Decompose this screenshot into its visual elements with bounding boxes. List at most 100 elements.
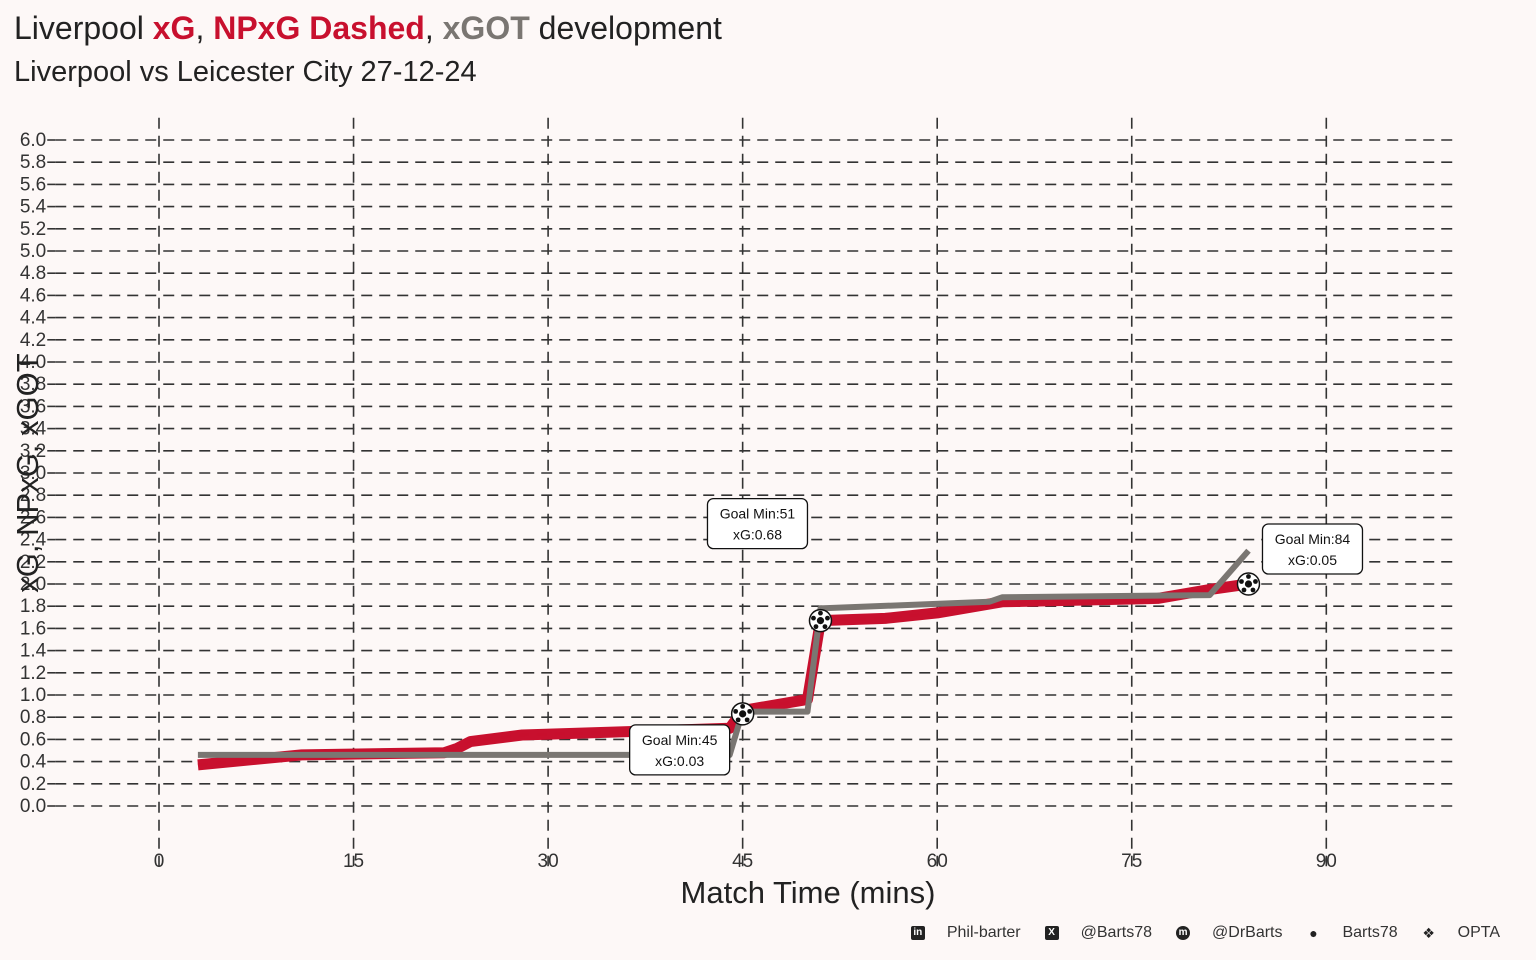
footer-item: ❖ OPTA (1422, 924, 1500, 942)
footer-item: ● Barts78 (1306, 924, 1397, 942)
y-tick-label: 5.8 (20, 152, 46, 173)
footer-label: Phil-barter (946, 924, 1021, 941)
goal-annotations: Goal Min:45 xG:0.03 Goal Min:51 xG:0.68 Goal… (629, 497, 1364, 776)
football-patch (1239, 579, 1244, 584)
football-patch (1250, 587, 1256, 593)
football-patch (1246, 574, 1251, 579)
y-tick-label: 2.0 (20, 574, 46, 595)
y-tick-label: 5.0 (20, 241, 46, 262)
y-tick-label: 2.4 (20, 530, 47, 551)
goal-label-xg: xG:0.03 (655, 753, 704, 769)
x-axis-label: Match Time (mins) (681, 875, 936, 910)
footer-label: OPTA (1457, 924, 1500, 941)
footer-item: in Phil-barter (910, 924, 1021, 942)
y-tick-label: 0.0 (20, 796, 46, 817)
xgot-series-line (197, 548, 1251, 758)
x-tick-label: 90 (1316, 851, 1337, 872)
football-patch (811, 615, 816, 621)
x-tick-label: 75 (1121, 851, 1142, 872)
x-tick-label: 15 (343, 851, 364, 872)
y-tick-label: 5.6 (20, 174, 46, 195)
football-patch (747, 708, 753, 714)
y-tick-label: 1.4 (20, 641, 47, 662)
x-tick-label: 60 (927, 851, 948, 872)
y-tick-label: 2.2 (20, 552, 46, 573)
y-tick-label: 3.0 (20, 463, 46, 484)
x-tick-label: 30 (538, 851, 559, 872)
y-tick-label: 4.0 (20, 352, 46, 373)
github-icon: ● (1309, 925, 1318, 941)
title-sep1: , (195, 10, 214, 46)
football-patch (740, 703, 746, 709)
mastodon-icon: m (1176, 926, 1191, 940)
goal-label-minute: Goal Min:84 (1275, 531, 1351, 547)
goal-label-minute: Goal Min:45 (642, 732, 718, 748)
football-patch (735, 717, 741, 723)
y-tick-label: 1.6 (20, 618, 46, 639)
y-tick-label: 0.8 (20, 707, 46, 728)
y-tick-label: 3.6 (20, 396, 46, 417)
y-tick-label: 3.4 (20, 419, 47, 440)
x-icon: X (1044, 926, 1059, 940)
y-tick-label: 2.6 (20, 507, 46, 528)
x-tick-label: 0 (154, 851, 165, 872)
goal-label-box (629, 724, 731, 776)
goal-label-xg: xG:0.68 (733, 527, 782, 543)
series-layer (197, 548, 1251, 771)
grid-layer (47, 117, 1456, 867)
y-tick-label: 5.4 (20, 197, 47, 218)
title-sep2: , (424, 10, 443, 46)
y-tick-label: 4.6 (20, 285, 46, 306)
y-tick-label: 0.4 (20, 752, 47, 773)
football-patch (1244, 580, 1253, 588)
y-tick-labels: 0.00.20.40.60.81.01.21.41.61.82.02.22.42… (20, 130, 47, 817)
football-patch (744, 717, 750, 723)
football-icon (808, 608, 833, 633)
y-tick-label: 3.2 (20, 441, 46, 462)
title-xg: xG (152, 10, 196, 46)
footer-item: X @Barts78 (1044, 924, 1153, 942)
y-tick-label: 0.2 (20, 774, 46, 795)
football-patch (816, 617, 825, 625)
dropbox-icon: ❖ (1422, 925, 1435, 941)
footer-label: @DrBarts (1212, 924, 1283, 941)
y-tick-label: 4.8 (20, 263, 46, 284)
y-tick-label: 4.4 (20, 308, 47, 329)
footer-label: @Barts78 (1080, 924, 1153, 941)
y-tick-label: 5.2 (20, 219, 46, 240)
title-xgot: xGOT (442, 10, 530, 46)
title-npxg: NPxG Dashed (213, 10, 425, 46)
goal-label-xg: xG:0.05 (1288, 552, 1337, 568)
chart-title: Liverpool xG, NPxG Dashed, xGOT developm… (14, 10, 722, 47)
football-patch (733, 708, 739, 714)
chart-subtitle: Liverpool vs Leicester City 27-12-24 (14, 56, 477, 88)
y-tick-label: 3.8 (20, 374, 46, 395)
y-tick-label: 6.0 (20, 130, 46, 151)
npxg-series-line (197, 582, 1249, 767)
football-patch (1241, 587, 1247, 593)
football-icon (730, 702, 755, 726)
football-icon (1236, 572, 1261, 596)
footer-item: m @DrBarts (1176, 924, 1282, 942)
y-tick-label: 2.8 (20, 485, 46, 506)
x-tick-label: 45 (732, 851, 753, 872)
y-tick-label: 1.8 (20, 596, 46, 617)
y-tick-label: 0.6 (20, 729, 46, 750)
football-patch (825, 615, 830, 621)
goal-label-minute: Goal Min:51 (720, 506, 796, 522)
football-patch (822, 624, 828, 630)
y-tick-label: 1.2 (20, 663, 46, 684)
footer-credits: in Phil-barter X @Barts78 m @DrBarts ● Barts78 ❖… (887, 924, 1500, 942)
x-tick-labels: 0 15 30 45 60 75 90 (154, 851, 1337, 872)
y-axis-label: xG, NPxG, xGOT (10, 353, 45, 592)
y-tick-label: 4.2 (20, 330, 46, 351)
football-patch (739, 710, 747, 718)
linkedin-icon: in (910, 926, 925, 940)
football-patch (813, 624, 819, 630)
football-patch (1253, 579, 1258, 584)
football-patch (818, 610, 823, 616)
title-suffix: development (529, 10, 722, 46)
y-tick-label: 1.0 (20, 685, 46, 706)
footer-label: Barts78 (1342, 924, 1398, 941)
